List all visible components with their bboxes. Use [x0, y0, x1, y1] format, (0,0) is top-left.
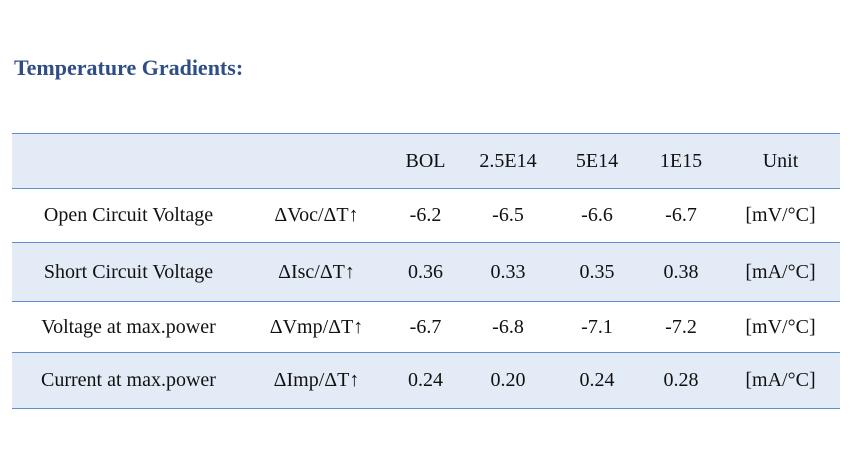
value-1e15: 0.38	[641, 242, 721, 302]
table-row: Current at max.power ΔImp/ΔT↑ 0.24 0.20 …	[12, 352, 840, 409]
table-row: Voltage at max.power ΔVmp/ΔT↑ -6.7 -6.8 …	[12, 301, 840, 353]
value-2-5e14: 0.20	[463, 352, 553, 409]
value-bol: -6.2	[388, 188, 463, 243]
header-cell-1e15: 1E15	[641, 133, 721, 189]
table-row: Short Circuit Voltage ΔIsc/ΔT↑ 0.36 0.33…	[12, 242, 840, 302]
value-bol: 0.36	[388, 242, 463, 302]
header-cell-unit: Unit	[721, 133, 840, 189]
row-unit: [mA/°C]	[721, 352, 840, 409]
row-unit: [mA/°C]	[721, 242, 840, 302]
value-1e15: -7.2	[641, 301, 721, 353]
value-2-5e14: 0.33	[463, 242, 553, 302]
page-title: Temperature Gradients:	[14, 55, 244, 80]
row-unit: [mV/°C]	[721, 188, 840, 243]
header-cell-blank	[245, 133, 388, 189]
row-name: Short Circuit Voltage	[12, 242, 245, 302]
row-symbol: ΔVoc/ΔT↑	[245, 188, 388, 243]
value-bol: 0.24	[388, 352, 463, 409]
temperature-gradients-table: BOL 2.5E14 5E14 1E15 Unit Open Circuit V…	[12, 133, 840, 409]
header-cell-blank	[12, 133, 245, 189]
row-symbol: ΔImp/ΔT↑	[245, 352, 388, 409]
row-name: Open Circuit Voltage	[12, 188, 245, 243]
row-unit: [mV/°C]	[721, 301, 840, 353]
header-cell-bol: BOL	[388, 133, 463, 189]
row-name: Voltage at max.power	[12, 301, 245, 353]
value-5e14: -7.1	[553, 301, 641, 353]
value-2-5e14: -6.5	[463, 188, 553, 243]
header-cell-5e14: 5E14	[553, 133, 641, 189]
header-cell-2-5e14: 2.5E14	[463, 133, 553, 189]
value-1e15: -6.7	[641, 188, 721, 243]
table-header-row: BOL 2.5E14 5E14 1E15 Unit	[12, 133, 840, 189]
value-bol: -6.7	[388, 301, 463, 353]
value-1e15: 0.28	[641, 352, 721, 409]
row-symbol: ΔIsc/ΔT↑	[245, 242, 388, 302]
value-5e14: 0.24	[553, 352, 641, 409]
row-symbol: ΔVmp/ΔT↑	[245, 301, 388, 353]
value-5e14: -6.6	[553, 188, 641, 243]
table-row: Open Circuit Voltage ΔVoc/ΔT↑ -6.2 -6.5 …	[12, 188, 840, 243]
row-name: Current at max.power	[12, 352, 245, 409]
value-2-5e14: -6.8	[463, 301, 553, 353]
value-5e14: 0.35	[553, 242, 641, 302]
